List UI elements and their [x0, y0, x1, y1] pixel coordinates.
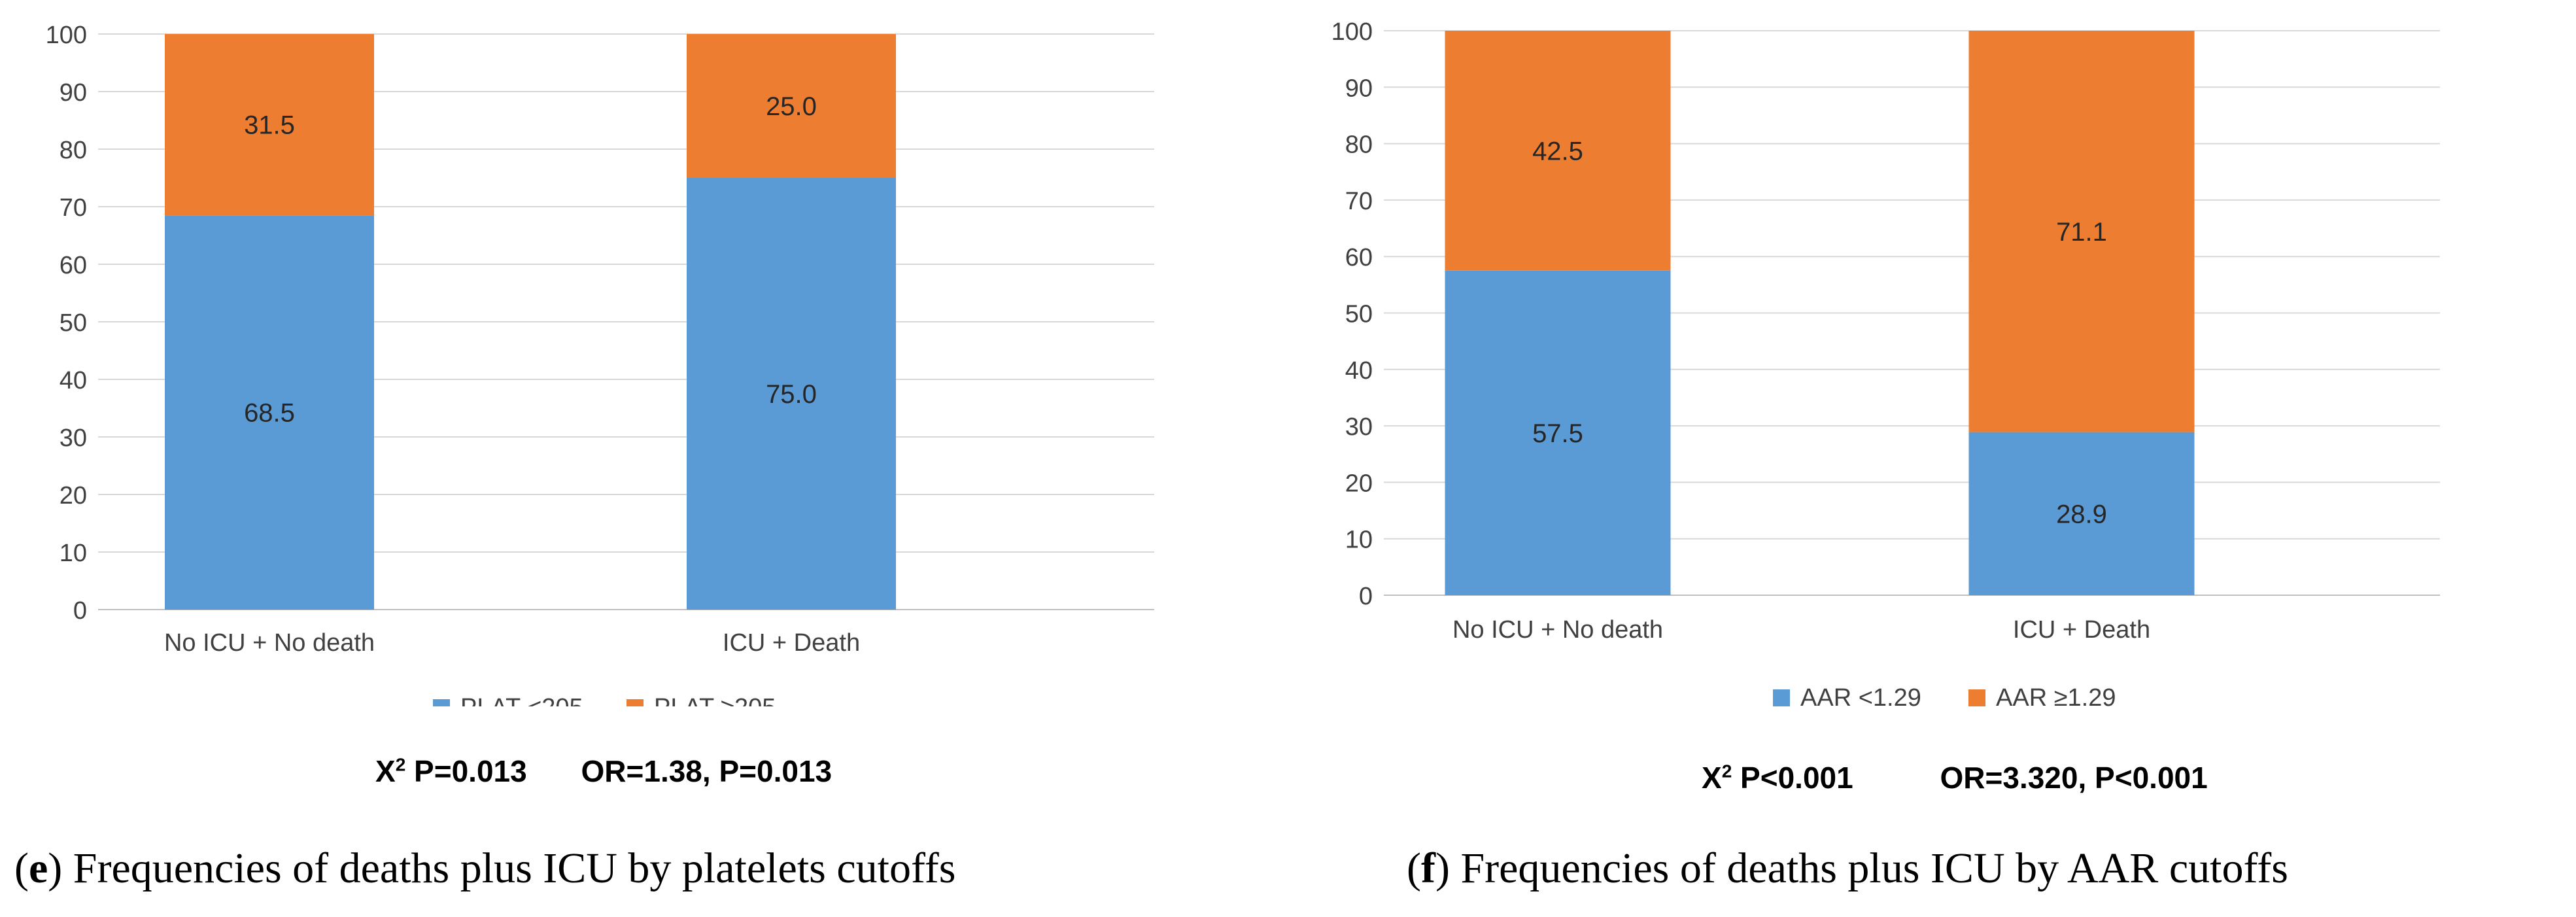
legend-label: AAR ≥1.29	[1996, 684, 2116, 706]
y-tick-label: 100	[1331, 18, 1373, 46]
x-category-label: ICU + Death	[2013, 616, 2150, 644]
y-tick-label: 60	[60, 252, 87, 279]
y-tick-label: 0	[73, 597, 87, 625]
chi-square-label: X2	[375, 754, 406, 788]
bar-segment	[1968, 31, 2195, 432]
odds-ratio-text: OR=3.320, P<0.001	[1940, 761, 2208, 795]
bar-segment	[687, 34, 896, 178]
y-tick-label: 100	[46, 22, 87, 49]
caption-text: Frequencies of deaths plus ICU by AAR cu…	[1460, 844, 2288, 892]
y-tick-label: 70	[60, 194, 87, 222]
chi-square-p: P<0.001	[1740, 761, 1853, 795]
y-tick-label: 40	[1345, 357, 1373, 385]
stats-line: X2 P=0.013 OR=1.38, P=0.013	[375, 753, 832, 789]
legend-swatch	[1773, 689, 1790, 706]
figure-caption: (e) Frequencies of deaths plus ICU by pl…	[14, 844, 956, 892]
y-tick-label: 20	[60, 482, 87, 510]
y-tick-label: 40	[60, 367, 87, 394]
bar-segment	[1445, 270, 1671, 595]
legend-swatch	[433, 699, 450, 706]
data-label: 28.9	[2056, 500, 2107, 528]
data-label: 57.5	[1532, 419, 1583, 448]
y-tick-label: 20	[1345, 470, 1373, 497]
data-label: 25.0	[766, 92, 817, 121]
caption-letter: e	[28, 844, 48, 892]
bar-segment	[1445, 31, 1671, 271]
x-category-label: No ICU + No death	[164, 629, 375, 657]
stats-line: X2 P<0.001 OR=3.320, P<0.001	[1702, 760, 2208, 795]
y-tick-label: 30	[1345, 413, 1373, 441]
panel-e: 0 10 20 30 40 50 60 70 80 90 100 68.5 31.5 No ICU + N…	[14, 22, 1154, 892]
chi-square-label: X2	[1702, 761, 1732, 795]
y-tick-label: 90	[60, 79, 87, 107]
chart-platelets: 0 10 20 30 40 50 60 70 80 90 100 68.5 31.5 No ICU + N…	[46, 22, 1154, 706]
y-tick-label: 90	[1345, 75, 1373, 102]
legend-label: PLAT ≥205	[654, 694, 776, 706]
y-tick-label: 80	[1345, 131, 1373, 159]
x-category-label: ICU + Death	[723, 629, 860, 657]
data-label: 31.5	[244, 111, 295, 140]
y-tick-label: 10	[1345, 527, 1373, 554]
legend-label: PLAT <205	[460, 694, 583, 706]
x-category-label: No ICU + No death	[1452, 616, 1663, 644]
y-tick-label: 60	[1345, 244, 1373, 271]
y-tick-label: 80	[60, 137, 87, 164]
data-label: 75.0	[766, 380, 817, 409]
bar-segment	[687, 178, 896, 610]
legend-swatch	[1968, 689, 1985, 706]
data-label: 68.5	[244, 399, 295, 428]
y-tick-label: 50	[60, 309, 87, 337]
figure-caption: (f) Frequencies of deaths plus ICU by AA…	[1407, 844, 2288, 892]
data-label: 42.5	[1532, 137, 1583, 165]
y-tick-label: 70	[1345, 188, 1373, 215]
y-tick-label: 0	[1359, 583, 1373, 610]
chi-square-p: P=0.013	[414, 754, 527, 788]
y-tick-label: 50	[1345, 301, 1373, 328]
legend-label: AAR <1.29	[1800, 684, 1921, 706]
odds-ratio-text: OR=1.38, P=0.013	[581, 754, 833, 788]
data-label: 71.1	[2056, 218, 2107, 247]
bar-segment	[165, 34, 374, 216]
bar-segment	[1968, 432, 2195, 595]
bar-segment	[165, 215, 374, 610]
y-tick-label: 30	[60, 424, 87, 452]
y-tick-label: 10	[60, 540, 87, 567]
caption-letter: f	[1420, 844, 1435, 892]
legend-swatch	[627, 699, 644, 706]
caption-text: Frequencies of deaths plus ICU by platel…	[73, 844, 956, 892]
panel-f: 0 10 20 30 40 50 60 70 80 90 100 57.5 42.5 No ICU + N…	[1288, 0, 2576, 917]
chart-aar: 0 10 20 30 40 50 60 70 80 90 100 57.5 42.5 No ICU + N…	[1331, 18, 2440, 706]
